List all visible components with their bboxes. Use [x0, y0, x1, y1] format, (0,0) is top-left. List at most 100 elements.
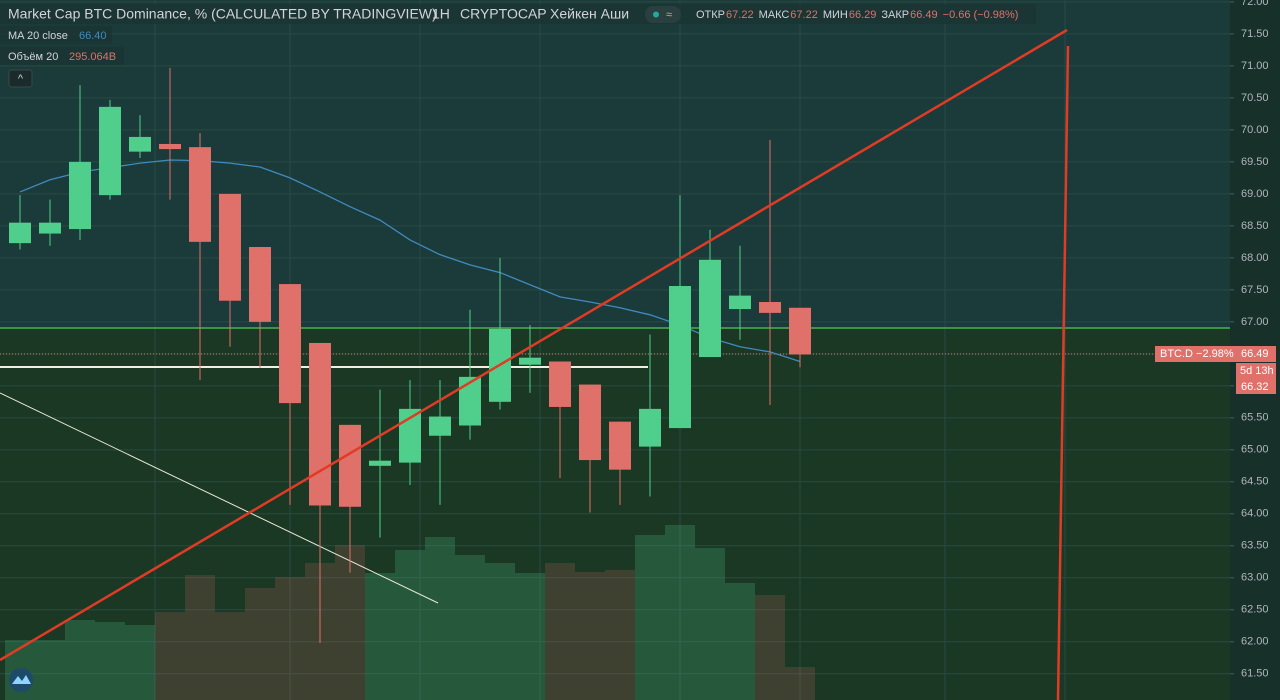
- y-tick-label: 71.00: [1241, 60, 1269, 72]
- candle-body: [549, 361, 571, 407]
- candle-body: [579, 384, 601, 461]
- price-label-value: 66.49: [1241, 348, 1269, 360]
- y-tick-label: 61.50: [1241, 668, 1269, 680]
- collapse-button[interactable]: [8, 69, 33, 88]
- volume-bar: [95, 622, 125, 700]
- y-tick-label: 70.50: [1241, 92, 1269, 104]
- volume-bar: [665, 525, 695, 700]
- volume-bar: [215, 612, 245, 700]
- candle-body: [99, 106, 121, 196]
- volume-bar: [755, 595, 785, 700]
- y-tick-label: 64.50: [1241, 476, 1269, 488]
- volume-legend-value: 295.064B: [69, 51, 116, 63]
- volume-bar: [245, 588, 275, 700]
- countdown-text: 5d 13h: [1240, 365, 1274, 377]
- volume-bar: [635, 535, 665, 700]
- candle-body: [159, 143, 181, 150]
- volume-bar: [425, 537, 455, 700]
- ohlc-label: ОТКР: [696, 9, 725, 21]
- volume-bar: [545, 563, 575, 700]
- ma-legend-name: MA 20 close: [8, 30, 68, 42]
- ohlc-value: 66.29: [849, 9, 877, 21]
- candle-body: [519, 357, 541, 365]
- y-tick-label: 63.50: [1241, 540, 1269, 552]
- candle-body: [219, 193, 241, 301]
- ohlc-label: МАКС: [759, 9, 790, 21]
- ohlc-value: 67.22: [790, 9, 818, 21]
- ohlc-label: ЗАКР: [881, 9, 909, 21]
- candle-body: [309, 342, 331, 506]
- y-tick-label: 69.00: [1241, 188, 1269, 200]
- candle-body: [609, 421, 631, 470]
- volume-bar: [395, 550, 425, 700]
- exchange: CRYPTOCAP: [460, 6, 547, 22]
- volume-bar: [365, 573, 395, 700]
- ohlc-value: 67.22: [726, 9, 754, 21]
- y-tick-label: 67.50: [1241, 284, 1269, 296]
- y-tick-label: 68.50: [1241, 220, 1269, 232]
- volume-legend-name: Объём 20: [8, 51, 58, 63]
- chart-style: Хейкен Аши: [550, 6, 629, 22]
- price-label-bg: [1155, 346, 1276, 362]
- volume-bar: [155, 612, 185, 700]
- candle-body: [429, 416, 451, 436]
- y-tick-label: 67.00: [1241, 316, 1269, 328]
- volume-bar: [605, 570, 635, 700]
- chart-title: Market Cap BTC Dominance, % (CALCULATED …: [8, 6, 437, 22]
- vertical-line-red: [1056, 45, 1070, 700]
- volume-bar: [455, 555, 485, 700]
- zone-upper: [0, 0, 1230, 328]
- candle-body: [39, 222, 61, 234]
- candle-body: [9, 222, 31, 244]
- y-tick-label: 68.00: [1241, 252, 1269, 264]
- candle-body: [369, 460, 391, 466]
- ma-legend-value: 66.40: [79, 30, 107, 42]
- volume-bar: [695, 548, 725, 700]
- y-tick-label: 71.50: [1241, 28, 1269, 40]
- price-label-symbol: BTC.D −2.98%: [1160, 348, 1234, 360]
- volume-bar: [35, 640, 65, 700]
- y-tick-label: 64.00: [1241, 508, 1269, 520]
- candle-body: [339, 424, 361, 507]
- candle-body: [759, 302, 781, 313]
- ohlc-label: МИН: [823, 9, 848, 21]
- candle-body: [669, 286, 691, 429]
- y-tick-label: 70.00: [1241, 124, 1269, 136]
- volume-bar: [515, 573, 545, 700]
- volume-bar: [65, 620, 95, 700]
- trend-line: [0, 392, 439, 604]
- volume-bar: [575, 572, 605, 700]
- candle-body: [729, 295, 751, 310]
- y-tick-label: 63.00: [1241, 572, 1269, 584]
- volume-legend-bg: [0, 47, 124, 65]
- y-tick-label: 62.00: [1241, 636, 1269, 648]
- candle-body: [249, 246, 271, 322]
- status-badge[interactable]: [645, 6, 681, 23]
- candle-body: [69, 161, 91, 230]
- volume-bar: [485, 563, 515, 700]
- candle-body: [189, 147, 211, 242]
- volume-bar: [275, 577, 305, 700]
- logo-icon: [12, 675, 31, 684]
- change: −0.66 (−0.98%): [943, 9, 1019, 21]
- candle-body: [789, 307, 811, 355]
- candle-body: [699, 259, 721, 358]
- interval: 1H: [432, 6, 450, 22]
- candle-body: [639, 408, 661, 447]
- status-dot: [653, 11, 659, 18]
- trend-line-red: [0, 28, 1068, 662]
- y-tick-label: 69.50: [1241, 156, 1269, 168]
- status-icon: ≈: [666, 9, 672, 21]
- ohlc-value: 66.49: [910, 9, 938, 21]
- y-tick-label: 65.00: [1241, 444, 1269, 456]
- y-tick-label: 62.50: [1241, 604, 1269, 616]
- legend-bg: [0, 4, 1036, 24]
- volume-bar: [725, 583, 755, 700]
- volume-bar: [185, 575, 215, 700]
- volume-bar: [785, 667, 815, 700]
- ma-legend-bg: [0, 26, 112, 44]
- volume-bar: [125, 625, 155, 700]
- countdown-bg: [1236, 363, 1276, 394]
- candle-body: [459, 376, 481, 426]
